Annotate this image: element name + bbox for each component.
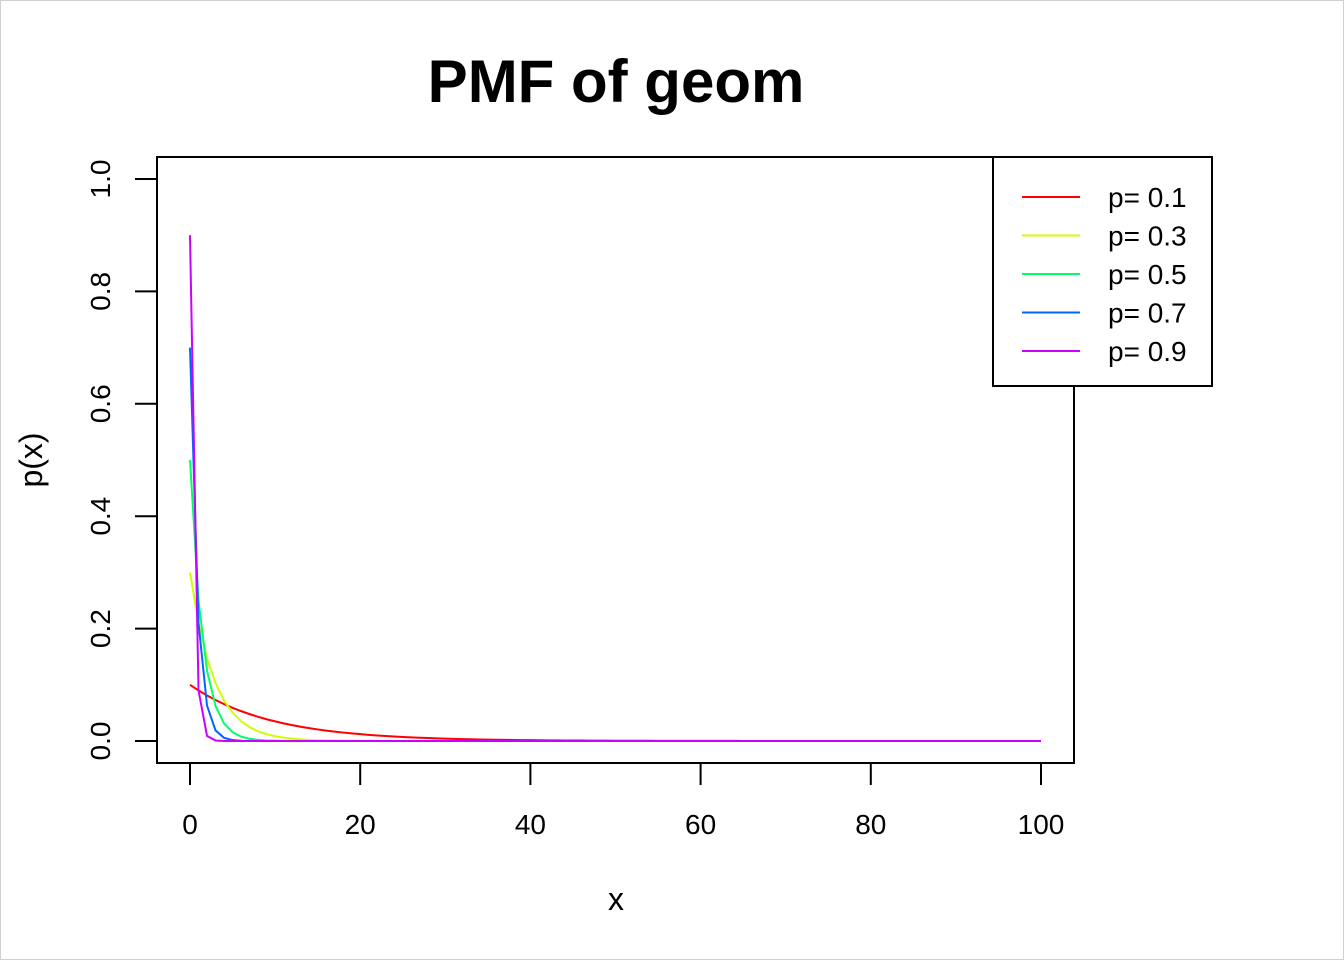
- y-tick-label: 0.2: [85, 609, 116, 648]
- legend-box: [992, 156, 1213, 387]
- x-tick-label: 100: [1018, 809, 1065, 840]
- y-tick-label: 1.0: [85, 160, 116, 199]
- legend-entry-label: p= 0.9: [1108, 336, 1187, 367]
- x-axis-label: x: [608, 881, 624, 917]
- legend-entry-label: p= 0.1: [1108, 182, 1187, 213]
- y-tick-label: 0.6: [85, 384, 116, 423]
- legend-entry-label: p= 0.5: [1108, 259, 1187, 290]
- series-lines: [189, 235, 1041, 742]
- x-tick-label: 40: [515, 809, 546, 840]
- chart-title: PMF of geom: [428, 48, 805, 115]
- x-axis: 0 20 40 60 80 100: [182, 762, 1065, 840]
- y-axis: 0.0 0.2 0.4 0.6 0.8 1.0: [85, 160, 158, 761]
- legend: p= 0.1 p= 0.3 p= 0.5 p= 0.7 p= 0.9: [992, 156, 1213, 387]
- legend-entry-label: p= 0.7: [1108, 298, 1187, 329]
- x-tick-label: 0: [182, 809, 198, 840]
- x-tick-label: 80: [855, 809, 886, 840]
- x-tick-label: 60: [685, 809, 716, 840]
- y-tick-label: 0.8: [85, 272, 116, 311]
- x-tick-label: 20: [345, 809, 376, 840]
- y-tick-label: 0.4: [85, 497, 116, 536]
- series-line: [189, 235, 1041, 742]
- y-tick-label: 0.0: [85, 722, 116, 761]
- y-axis-label: p(x): [13, 432, 49, 487]
- legend-entry-label: p= 0.3: [1108, 221, 1187, 252]
